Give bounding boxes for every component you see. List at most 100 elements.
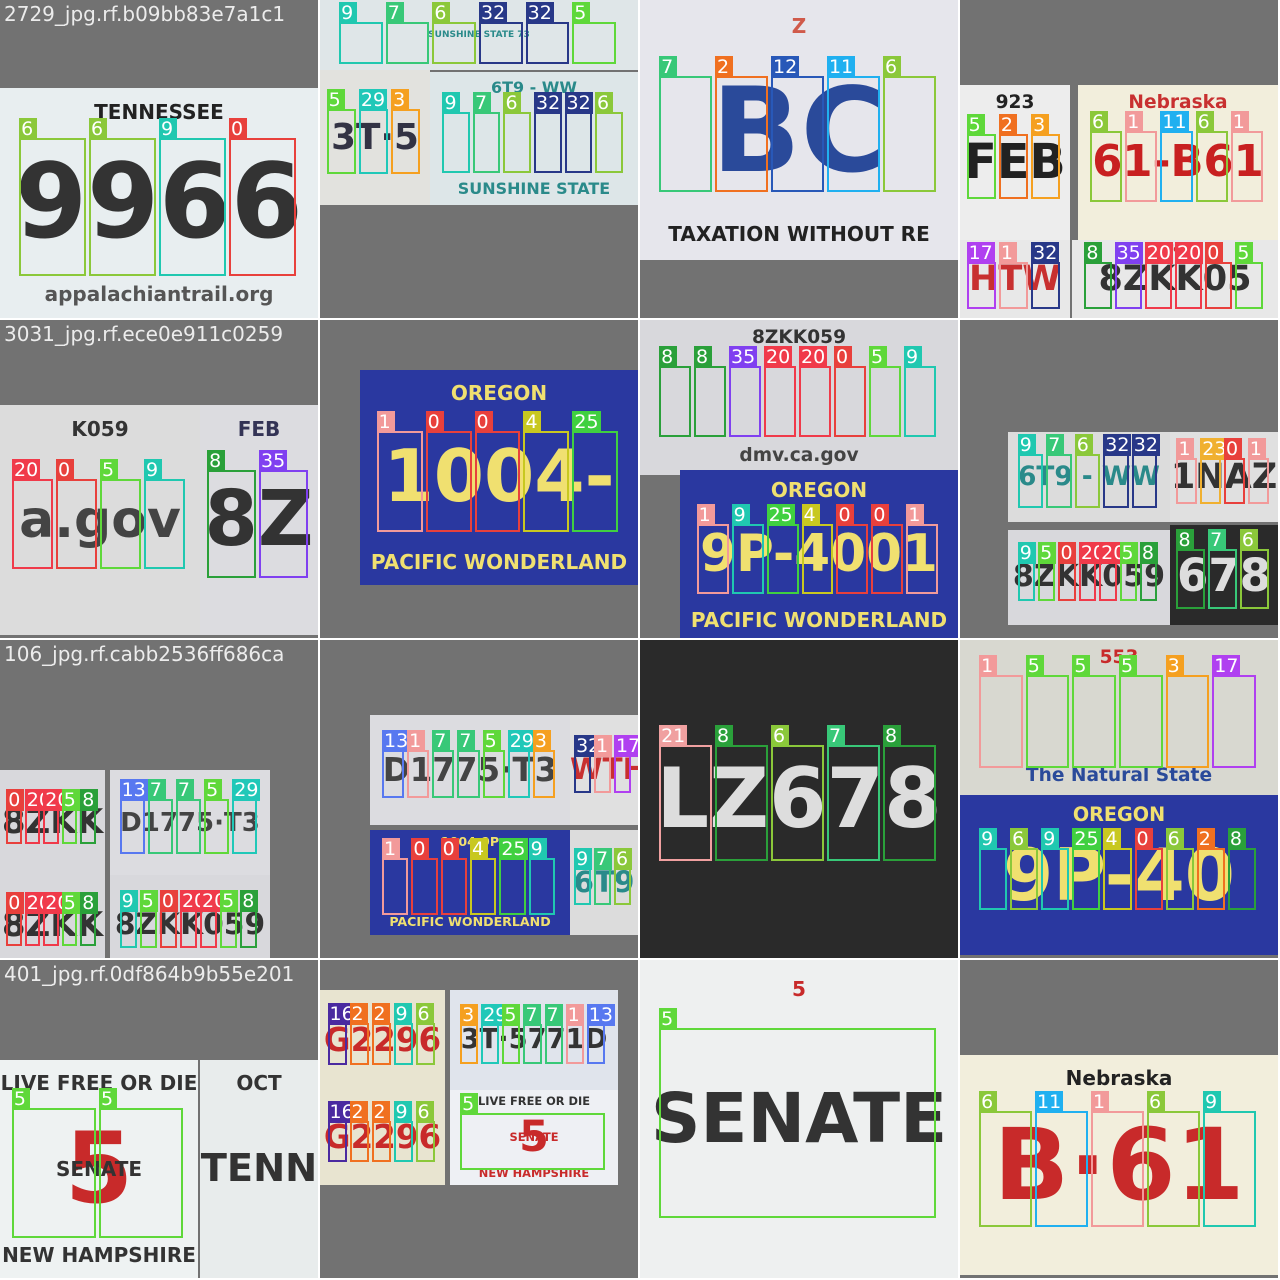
detection-class-label: 6 [771, 724, 790, 747]
detection-box: 5 [659, 1007, 936, 1219]
detection-box: 9 [1017, 434, 1044, 508]
detection-class-label: 9 [731, 503, 750, 526]
detection-class-label: 29 [507, 729, 536, 752]
plate-image: 1NAZ 1 23 0 1 [1170, 432, 1278, 522]
detection-box: 32 [574, 735, 603, 793]
detection-box: 1 [1125, 111, 1158, 202]
plate-text: 3T·5 [331, 116, 419, 158]
detection-box: 0 [440, 837, 467, 916]
detection-box: 8 [1084, 242, 1112, 309]
detection-class-label: 4 [801, 503, 820, 526]
detection-box: 9 [393, 1003, 413, 1065]
detection-class-label: 7 [1046, 434, 1065, 456]
plate-image: OREGON 9P-40 9 6 9 25 4 0 6 2 8 [960, 795, 1278, 955]
detection-class-label: 8 [80, 789, 99, 812]
detection-box: 11 [1035, 1090, 1088, 1228]
detection-class-label: 32 [534, 92, 563, 115]
mosaic-tile: K059 a.gov 20 0 5 9 FEB 8Z 8 35 3031_jpg.rf.ece0e9… [0, 320, 318, 638]
tile-filename-caption: 3031_jpg.rf.ece0e911c0259 [4, 322, 284, 346]
plate-text: Z [791, 13, 807, 38]
detection-class-label: 7 [457, 729, 476, 752]
detection-box: 7 [826, 724, 880, 862]
detection-class-label: 25 [572, 410, 601, 433]
mosaic-tile: 1-AV598195183381WW6323265SENATE5 [640, 960, 958, 1278]
detection-box: 0 [425, 410, 472, 532]
detection-class-label: 5 [1119, 542, 1138, 565]
detection-box: 11 [826, 55, 880, 193]
detection-box: 5 [1025, 655, 1070, 768]
detection-box: 8 [1139, 542, 1158, 601]
plate-text: TENN [200, 1145, 318, 1191]
detection-box: 2 [371, 1003, 391, 1065]
detection-class-label: 35 [1114, 242, 1143, 264]
detection-box: 32 [479, 2, 523, 64]
detection-class-label: 0 [1205, 242, 1224, 264]
detection-class-label: 3 [391, 89, 410, 112]
plate-image: K059 a.gov 20 0 5 9 [0, 405, 200, 635]
detection-box: 20 [1078, 542, 1107, 601]
plate-image: 8ZKK 0 20 20 5 8 [0, 770, 105, 875]
detection-class-label: 1 [1091, 1090, 1110, 1113]
plate-image: WTH 32 1 17 [570, 715, 638, 825]
detection-class-label: 5 [502, 1004, 521, 1027]
plate-image: D1775·T3 13 1 7 7 5 29 3 [370, 715, 570, 825]
detection-class-label: 8 [659, 346, 678, 369]
detection-class-label: 0 [1224, 438, 1242, 461]
detection-class-label: 3 [1031, 114, 1050, 137]
detection-class-label: 2 [371, 1100, 390, 1123]
detection-class-label: 6 [1146, 1090, 1165, 1113]
detection-box: 7 [1208, 529, 1237, 609]
plate-text: PACIFIC WONDERLAND [690, 607, 948, 632]
detection-class-label: 8 [80, 891, 99, 914]
plate-image: G2296 16 2 2 9 6 [320, 990, 445, 1090]
detection-class-label: 9 [1017, 434, 1036, 456]
plate-image: LIVE FREE OR DIE 5 SENATE NEW HAMPSHIRE 5 [450, 1090, 618, 1185]
detection-box: 0 [228, 118, 296, 276]
detection-class-label: 6 [1010, 828, 1029, 851]
detection-class-label: 5 [868, 346, 887, 369]
mosaic-tile: Z BC TAXATION WITHOUT RE 7 2 12 11 6 [640, 0, 958, 318]
plate-image: Z BC TAXATION WITHOUT RE 7 2 12 11 6 [640, 0, 958, 260]
detection-class-label: 9 [442, 92, 461, 115]
detection-class-label: 5 [482, 729, 501, 752]
detection-box: 3 [532, 729, 555, 799]
detection-class-label: 20 [799, 346, 828, 369]
mosaic-tile: Nebraska B·61 6 11 1 6 9 [960, 960, 1278, 1278]
detection-box: 32 [1103, 434, 1132, 508]
detection-box: 6 [1165, 828, 1194, 910]
mosaic-tile: TENNESSEE 9966 appalachiantrail.org 6 6 9 0 272… [0, 0, 318, 318]
detection-box: 29 [358, 89, 389, 174]
detection-box: 6 [1146, 1090, 1200, 1228]
detection-box: 20 [43, 891, 72, 947]
detection-box: 35 [729, 346, 761, 437]
plate-text: TAXATION WITHOUT RE [668, 222, 930, 247]
plate-image: 8ZKK059 9 5 0 20 20 5 8 [1008, 530, 1170, 625]
detection-class-label: 17 [1212, 655, 1241, 677]
detection-box: 7 [594, 847, 613, 906]
detection-box: 5 [326, 89, 356, 174]
detection-box: 20 [799, 346, 831, 437]
plate-text: SUNSHINE STATE [457, 179, 611, 199]
detection-class-label: 5 [99, 1087, 117, 1110]
detection-box: 32 [1131, 434, 1160, 508]
detection-class-label: 20 [764, 346, 793, 369]
plate-text: NEW HAMPSHIRE [478, 1165, 590, 1180]
plate-text: FEB [237, 416, 281, 441]
detection-box: 9 [979, 828, 1008, 910]
detection-class-label: 2 [371, 1003, 390, 1026]
plate-image: California8ZKK05835202005 [1072, 240, 1278, 318]
plate-text: BC [711, 61, 887, 199]
detection-box: 2 [349, 1100, 369, 1163]
detection-box: 7 [385, 2, 430, 64]
detection-box: 6 [595, 92, 623, 173]
detection-class-label: 0 [6, 789, 25, 812]
detection-class-label: 32 [1131, 434, 1160, 456]
detection-box: 8 [1227, 828, 1256, 910]
detection-class-label: 6 [432, 2, 451, 24]
plate-text: WTH [570, 752, 638, 787]
detection-class-label: 20 [12, 458, 41, 481]
detection-class-label: 17 [966, 242, 995, 264]
detection-class-label: 7 [432, 729, 451, 752]
detection-class-label: 29 [232, 778, 261, 801]
